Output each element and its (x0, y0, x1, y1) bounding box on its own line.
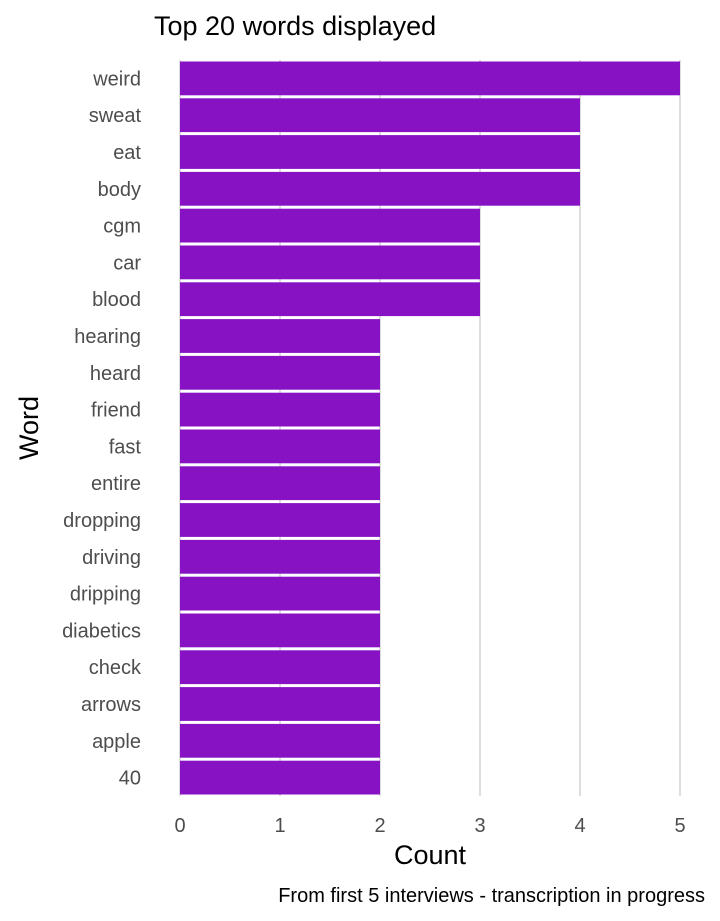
bar-weird (180, 61, 680, 96)
y-axis-title: Word (14, 396, 44, 460)
y-tick-label-cgm: cgm (103, 216, 141, 238)
gridlines (179, 60, 681, 796)
x-tick-label-4: 4 (574, 815, 585, 837)
x-tick-labels: 0 1 2 3 4 5 (174, 815, 685, 837)
y-tick-label-check: check (89, 657, 142, 679)
y-tick-label-diabetics: diabetics (62, 620, 141, 642)
x-tick-label-3: 3 (474, 815, 485, 837)
y-tick-label-heard: heard (90, 363, 141, 385)
chart-title: Top 20 words displayed (154, 11, 436, 41)
y-tick-label-friend: friend (91, 400, 141, 422)
bar-heard (180, 355, 380, 390)
bar-arrows (180, 687, 380, 721)
bar-check (180, 650, 380, 685)
y-tick-label-sweat: sweat (89, 105, 142, 127)
y-tick-labels: weird sweat eat body cgm car blood hearing heard… (62, 68, 142, 789)
y-tick-label-car: car (113, 252, 141, 274)
y-tick-label-dripping: dripping (70, 584, 141, 606)
bar-body (180, 171, 580, 206)
y-tick-label-entire: entire (91, 473, 141, 495)
bar-40 (180, 760, 380, 795)
y-tick-label-apple: apple (92, 731, 141, 753)
y-tick-label-weird: weird (92, 68, 141, 90)
y-tick-label-body: body (98, 179, 141, 201)
x-axis-title: Count (394, 840, 467, 870)
bar-friend (180, 392, 380, 427)
bar-diabetics (180, 613, 380, 648)
bar-dripping (180, 576, 380, 611)
bar-blood (180, 282, 480, 317)
bar-hearing (180, 319, 380, 353)
x-tick-label-1: 1 (274, 815, 285, 837)
bar-apple (180, 723, 380, 758)
y-tick-label-fast: fast (109, 436, 142, 458)
bar-entire (180, 466, 380, 501)
y-tick-label-eat: eat (113, 142, 141, 164)
bar-sweat (180, 98, 580, 133)
x-tick-label-5: 5 (674, 815, 685, 837)
y-tick-label-driving: driving (82, 547, 141, 569)
bar-fast (180, 429, 380, 464)
bar-car (180, 245, 480, 280)
y-tick-label-dropping: dropping (63, 510, 141, 532)
y-tick-label-40: 40 (119, 768, 141, 790)
chart-caption: From first 5 interviews - transcription … (278, 885, 705, 907)
x-tick-label-0: 0 (174, 815, 185, 837)
x-tick-label-2: 2 (374, 815, 385, 837)
bar-dropping (180, 503, 380, 537)
y-tick-label-arrows: arrows (81, 694, 141, 716)
bar-cgm (180, 208, 480, 243)
y-tick-label-blood: blood (92, 289, 141, 311)
bars (180, 61, 680, 795)
y-tick-label-hearing: hearing (74, 326, 141, 348)
bar-driving (180, 539, 380, 574)
bar-eat (180, 135, 580, 169)
